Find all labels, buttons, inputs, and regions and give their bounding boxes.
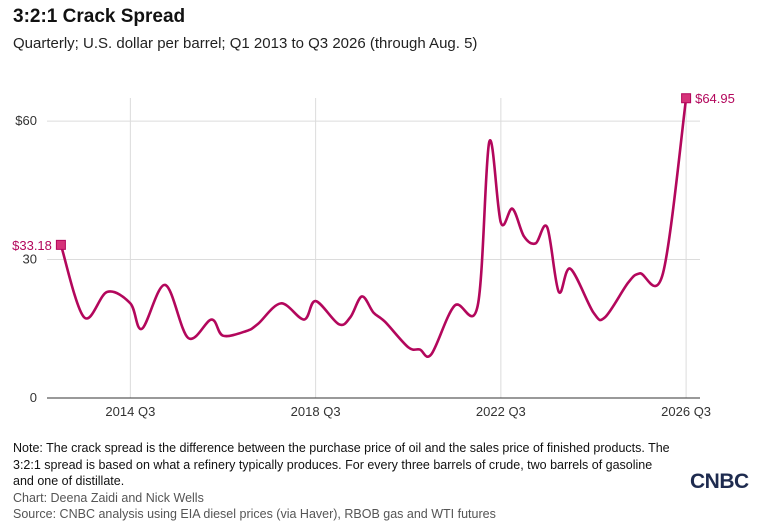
chart-title: 3:2:1 Crack Spread <box>13 6 186 27</box>
cnbc-logo: CNBC <box>690 470 749 493</box>
y-tick-label: $60 <box>15 113 37 128</box>
x-tick-label: 2026 Q3 <box>661 404 711 419</box>
series <box>59 96 688 358</box>
grid <box>47 98 700 398</box>
x-tick-label: 2022 Q3 <box>476 404 526 419</box>
data-point-marker <box>55 239 66 250</box>
x-tick-label: 2018 Q3 <box>291 404 341 419</box>
y-tick-label: 0 <box>30 390 37 405</box>
data-point-marker <box>681 93 692 104</box>
series-line <box>59 96 688 358</box>
y-tick-label: 30 <box>23 252 37 267</box>
chart-note: Note: The crack spread is the difference… <box>13 441 670 488</box>
chart-source: Source: CNBC analysis using EIA diesel p… <box>13 507 496 521</box>
data-label: $64.95 <box>695 91 735 106</box>
x-tick-label: 2014 Q3 <box>105 404 155 419</box>
axes: 0 30 $60 2014 Q3 2018 Q3 2022 Q3 2026 Q3 <box>15 113 711 419</box>
chart-subtitle: Quarterly; U.S. dollar per barrel; Q1 20… <box>13 35 478 52</box>
data-label: $33.18 <box>12 238 52 253</box>
line-chart: 0 30 $60 2014 Q3 2018 Q3 2022 Q3 2026 Q3 $33.1… <box>12 91 735 419</box>
data-labels: $33.18 $64.95 <box>12 91 735 253</box>
chart-credit: Chart: Deena Zaidi and Nick Wells <box>13 491 204 505</box>
